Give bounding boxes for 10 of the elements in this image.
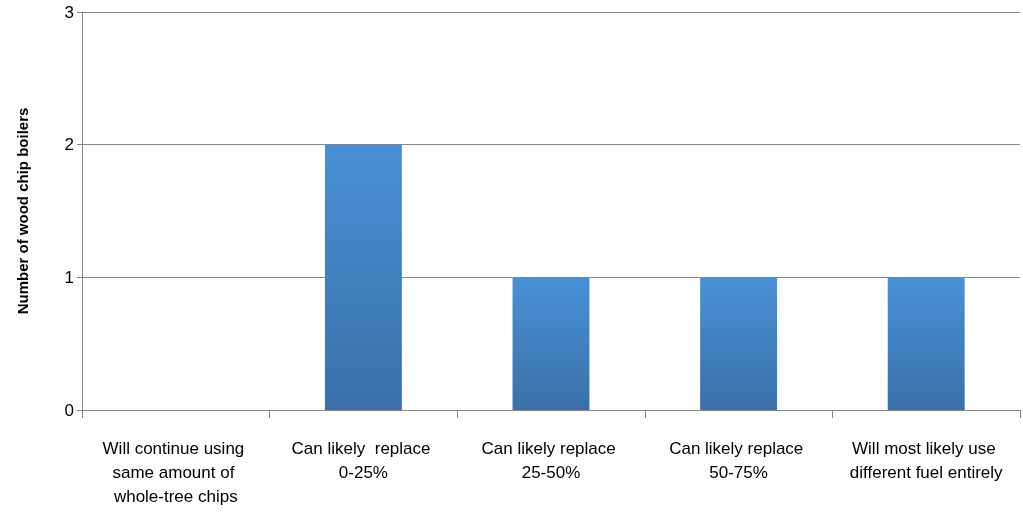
x-tick-label: Can likely replace 50-75% [669, 438, 809, 482]
x-tick-label: Will continue using same amount of whole-tree chips [102, 438, 250, 506]
x-tick-label: Can likely replace 25-50% [481, 438, 621, 482]
x-tick-label: Can likely replace 0-25% [291, 438, 436, 482]
y-tick-label: 1 [64, 267, 74, 287]
y-tick-label: 3 [64, 2, 74, 22]
y-tick-label: 0 [64, 400, 74, 420]
x-tick-label: Will most likely use different fuel entirely [849, 438, 1004, 482]
y-tick-label: 2 [64, 135, 74, 155]
y-axis-title: Number of wood chip boilers [14, 107, 31, 315]
